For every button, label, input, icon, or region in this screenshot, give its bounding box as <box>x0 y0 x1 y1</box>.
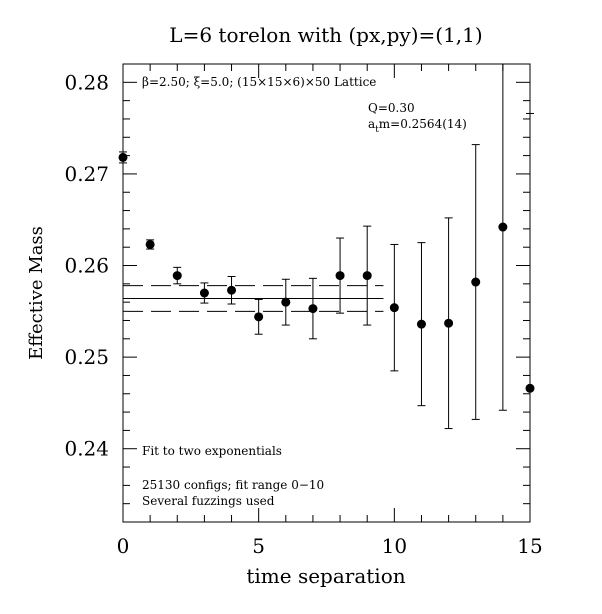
mass-annotation-sub: t <box>375 125 379 135</box>
mass-annotation: atm=0.2564(14) <box>368 117 467 135</box>
data-point <box>444 318 454 328</box>
data-point <box>525 383 535 393</box>
y-tick-label: 0.24 <box>64 437 109 461</box>
y-tick-labels: 0.24 0.25 0.26 0.27 0.28 <box>64 70 109 460</box>
data-point <box>145 239 155 249</box>
data-points <box>118 64 535 522</box>
q-annotation: Q=0.30 <box>368 101 415 115</box>
x-axis-label: time separation <box>246 564 405 588</box>
x-tick-label: 5 <box>252 534 265 558</box>
data-point <box>498 222 508 232</box>
y-tick-label: 0.28 <box>64 70 109 94</box>
y-tick-label: 0.26 <box>64 254 109 278</box>
data-point <box>362 271 372 281</box>
tick-marks <box>122 63 531 523</box>
configs-annotation: 25130 configs; fit range 0−10 <box>142 478 324 492</box>
fit-annotation: Fit to two exponentials <box>142 444 282 458</box>
x-tick-labels: 0 5 10 15 <box>117 534 543 558</box>
data-point <box>335 271 345 281</box>
data-point <box>389 303 399 313</box>
data-point <box>281 297 291 307</box>
data-point <box>118 152 128 162</box>
x-tick-label: 10 <box>382 534 407 558</box>
data-point <box>227 285 237 295</box>
data-point <box>416 319 426 329</box>
x-tick-label: 15 <box>517 534 542 558</box>
x-tick-label: 0 <box>117 534 130 558</box>
data-point <box>254 312 264 322</box>
mass-annotation-a: a <box>368 117 375 131</box>
lattice-annotation: β=2.50; ξ=5.0; (15×15×6)×50 Lattice <box>142 75 376 89</box>
fuzzing-annotation: Several fuzzings used <box>142 494 275 508</box>
data-point <box>308 304 318 314</box>
data-point <box>199 288 209 298</box>
data-point <box>471 277 481 287</box>
y-tick-label: 0.27 <box>64 162 109 186</box>
y-axis-label: Effective Mass <box>26 226 47 360</box>
chart-title: L=6 torelon with (px,py)=(1,1) <box>169 23 482 47</box>
fit-band <box>123 285 384 312</box>
y-tick-label: 0.25 <box>64 345 109 369</box>
mass-annotation-value: m=0.2564(14) <box>379 117 467 131</box>
data-point <box>172 271 182 281</box>
